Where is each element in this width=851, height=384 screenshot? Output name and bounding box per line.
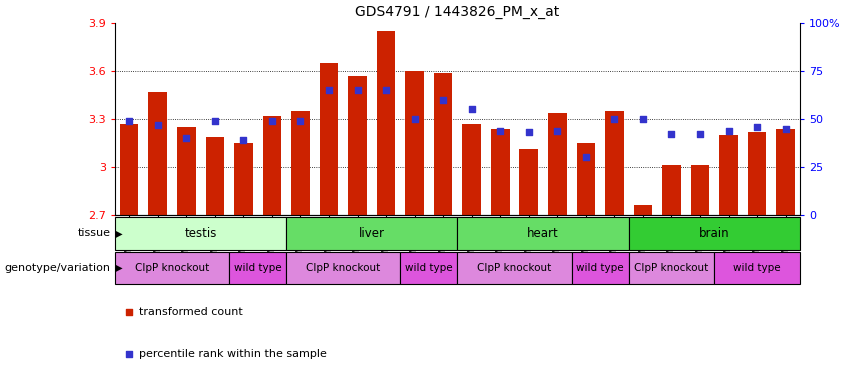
Bar [205,137,224,215]
Bar [519,149,538,215]
Text: ClpP knockout: ClpP knockout [634,263,709,273]
Bar [434,73,453,215]
Point [351,87,364,93]
Point [551,127,564,134]
Point [751,124,764,130]
Text: wild type: wild type [576,263,624,273]
Text: wild type: wild type [405,263,453,273]
Bar [748,132,767,215]
Point [237,137,250,143]
Point [265,118,278,124]
Text: ▶: ▶ [112,228,123,238]
Text: tissue: tissue [77,228,111,238]
Bar [291,111,310,215]
Title: GDS4791 / 1443826_PM_x_at: GDS4791 / 1443826_PM_x_at [355,5,560,19]
Bar [286,252,400,284]
Bar [548,113,567,215]
Text: wild type: wild type [234,263,282,273]
Point [437,97,450,103]
Bar [462,124,481,215]
Bar [263,116,281,215]
Bar [605,111,624,215]
Bar [115,252,229,284]
Bar [377,31,396,215]
Point [208,118,221,124]
Bar [577,143,595,215]
Bar [629,217,800,250]
Point [465,106,478,113]
Text: heart: heart [527,227,559,240]
Text: genotype/variation: genotype/variation [4,263,111,273]
Bar [691,166,710,215]
Bar [405,71,424,215]
Text: percentile rank within the sample: percentile rank within the sample [139,349,327,359]
Bar [662,166,681,215]
Point [494,127,507,134]
Text: wild type: wild type [734,263,781,273]
Bar [457,252,572,284]
Point [694,131,707,137]
Bar [491,129,510,215]
Bar [629,252,714,284]
Bar [115,217,286,250]
Bar [320,63,338,215]
Point [779,126,792,132]
Point [294,118,307,124]
Text: brain: brain [699,227,729,240]
Point [665,131,678,137]
Point [608,116,621,122]
Point [380,87,393,93]
Point [575,91,589,97]
Bar [719,135,738,215]
Text: liver: liver [359,227,385,240]
Bar [348,76,367,215]
Bar [120,124,139,215]
Text: ClpP knockout: ClpP knockout [477,263,551,273]
Text: ClpP knockout: ClpP knockout [306,263,380,273]
Point [522,129,535,136]
Text: testis: testis [185,227,217,240]
Bar [714,252,800,284]
Bar [148,92,167,215]
Bar [229,252,286,284]
Text: ClpP knockout: ClpP knockout [134,263,209,273]
Text: ▶: ▶ [112,263,123,273]
Bar [177,127,196,215]
Bar [286,217,457,250]
Bar [234,143,253,215]
Bar [572,252,629,284]
Point [323,87,336,93]
Point [637,116,650,122]
Point [123,118,136,124]
Point [151,122,164,128]
Bar [634,205,652,215]
Bar [400,252,458,284]
Point [408,116,421,122]
Bar [776,129,795,215]
Point [579,154,592,161]
Bar [457,217,629,250]
Point [722,127,735,134]
Point [180,135,193,141]
Text: transformed count: transformed count [139,308,243,318]
